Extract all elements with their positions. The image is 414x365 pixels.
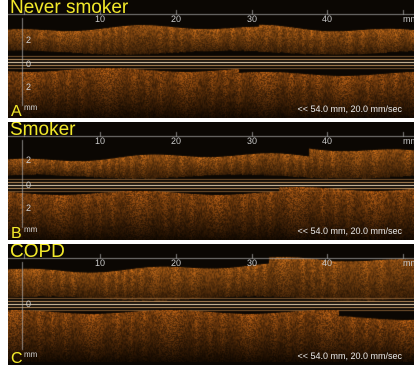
scan-info: << 54.0 mm, 20.0 mm/sec [297,226,402,236]
depth-label: 2 [26,35,32,45]
scale-tick: 10 [94,14,106,24]
panel-smoker: 10 20 30 40 mm Smoker 2 0 2 mm B << 54.0… [8,122,414,240]
scale-unit: mm [403,136,414,146]
panel-copd: 10 20 30 40 mm COPD 0 mm C << 54.0 mm, 2… [8,244,414,365]
panel-letter: A [11,103,22,118]
scale-unit: mm [403,258,414,268]
scan-info: << 54.0 mm, 20.0 mm/sec [297,351,402,361]
panel-title: Never smoker [10,0,129,18]
depth-label: 0 [26,180,32,190]
depth-unit: mm [24,103,38,112]
oct-scan-image [8,244,414,362]
scale-tick: 20 [170,258,182,268]
depth-unit: mm [24,350,38,359]
panel-letter: B [11,225,22,240]
scale-tick: 40 [321,258,333,268]
scale-tick: 20 [170,136,182,146]
depth-label: 2 [26,155,32,165]
panel-title: COPD [10,244,65,262]
scale-tick: 20 [170,14,182,24]
scale-tick: 40 [321,14,333,24]
scale-tick: 40 [321,136,333,146]
oct-scan-image [8,122,414,240]
depth-label: 0 [26,299,32,309]
scale-tick: 30 [246,136,258,146]
depth-label: 2 [26,203,32,213]
scan-info: << 54.0 mm, 20.0 mm/sec [297,104,402,114]
depth-label: 2 [26,82,32,92]
scale-ruler: 10 20 30 40 mm [8,0,414,24]
scale-tick: 10 [94,258,106,268]
panel-never-smoker: 10 20 30 40 mm Never smoker 2 0 2 mm A <… [8,0,414,118]
scale-tick: 30 [246,14,258,24]
panel-letter: C [11,350,23,365]
oct-scan-image [8,0,414,118]
scale-tick: 30 [246,258,258,268]
scale-unit: mm [403,14,414,24]
depth-unit: mm [24,225,38,234]
scale-ruler: 10 20 30 40 mm [8,122,414,146]
scale-ruler: 10 20 30 40 mm [8,244,414,268]
depth-label: 0 [26,59,32,69]
scale-tick: 10 [94,136,106,146]
panel-title: Smoker [10,122,76,140]
